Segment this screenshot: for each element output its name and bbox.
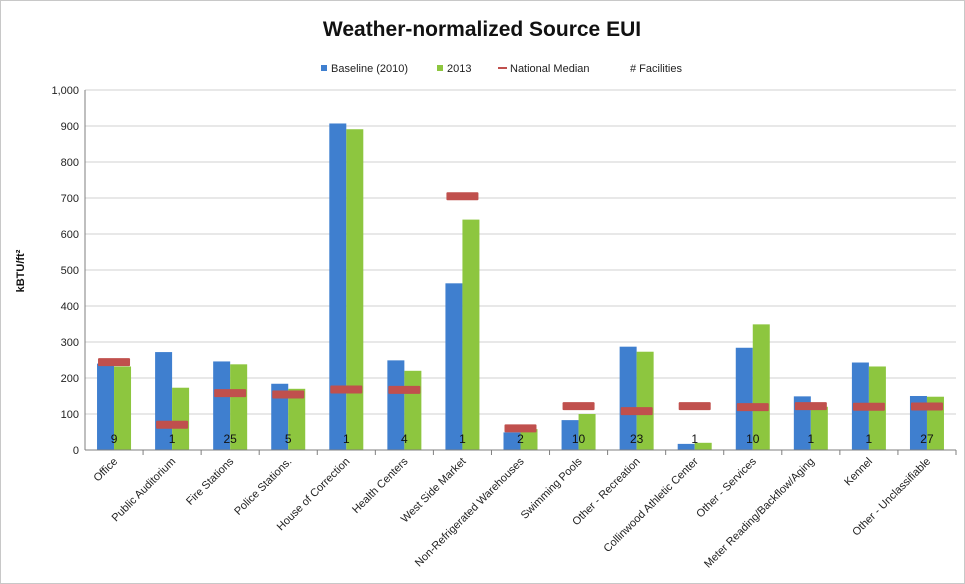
legend-label: 2013 <box>447 63 471 75</box>
national-median-marker <box>156 420 189 429</box>
bar-baseline-2010 <box>329 123 347 450</box>
category-label: Kennel <box>842 456 875 489</box>
bar-baseline-2010 <box>503 432 521 450</box>
category-label: Swimming Pools <box>519 455 585 521</box>
facility-count-label: 10 <box>572 432 586 446</box>
y-tick-label: 500 <box>61 265 79 277</box>
y-tick-label: 800 <box>61 157 79 169</box>
bar-baseline-2010 <box>97 363 115 450</box>
facility-count-label: 1 <box>866 432 873 446</box>
bar-2013 <box>636 351 654 450</box>
y-axis: 0 100 200 300 400 500 600 700 800 900 1,000 <box>51 85 86 457</box>
y-tick-label: 600 <box>61 229 79 241</box>
facility-count-label: 9 <box>111 432 118 446</box>
category-label: Non-Refrigerated Warehouses <box>413 455 527 569</box>
category-label: Police Stations. <box>232 456 294 518</box>
category-label: Health Centers <box>350 455 411 516</box>
bar-baseline-2010 <box>271 383 289 450</box>
category-label: Other - Services <box>694 455 759 520</box>
national-median-marker <box>562 402 595 411</box>
legend-label: # Facilities <box>630 63 682 75</box>
facility-count-label: 1 <box>343 432 350 446</box>
y-axis-label: kBTU/ft² <box>15 249 27 292</box>
category-label: Meter Reading/Backflow/Aging <box>702 456 817 571</box>
y-tick-label: 300 <box>61 337 79 349</box>
bar-baseline-2010 <box>213 361 231 450</box>
national-median-marker <box>678 402 711 411</box>
bar-2013 <box>578 414 596 450</box>
national-median-marker <box>214 389 247 398</box>
bar-baseline-2010 <box>735 347 753 450</box>
bar-2013 <box>752 324 770 450</box>
y-tick-label: 200 <box>61 373 79 385</box>
national-median-marker <box>272 390 305 399</box>
facility-count-label: 1 <box>807 432 814 446</box>
bar-baseline-2010 <box>445 283 463 450</box>
national-median-marker <box>330 385 363 394</box>
national-median-marker <box>620 407 653 416</box>
national-median-marker <box>910 402 943 411</box>
legend-label: National Median <box>510 63 590 75</box>
national-median-marker <box>98 358 131 367</box>
chart-title: Weather-normalized Source EUI <box>323 18 641 41</box>
bar-2013 <box>346 129 364 451</box>
bar-baseline-2010 <box>677 443 695 450</box>
legend-swatch <box>321 65 327 71</box>
bar-2013 <box>694 442 712 450</box>
legend-label: Baseline (2010) <box>331 63 408 75</box>
facility-counts: 9 1 25 5 1 4 1 2 10 23 1 10 1 1 27 <box>111 432 934 446</box>
national-median-marker <box>852 402 885 411</box>
bar-2013 <box>810 406 828 450</box>
y-tick-label: 0 <box>73 445 79 457</box>
facility-count-label: 27 <box>920 432 934 446</box>
facility-count-label: 2 <box>517 432 524 446</box>
facility-count-label: 10 <box>746 432 760 446</box>
legend: Baseline (2010) 2013 National Median # Faci… <box>321 63 682 75</box>
bar-2013 <box>114 366 132 450</box>
bar-2013 <box>520 429 538 450</box>
category-label: Collinwood Athletic Center <box>602 455 702 555</box>
facility-count-label: 1 <box>691 432 698 446</box>
facility-count-label: 1 <box>459 432 466 446</box>
bar-baseline-2010 <box>561 420 579 450</box>
facility-count-label: 5 <box>285 432 292 446</box>
bar-baseline-2010 <box>387 360 405 450</box>
y-tick-label: 900 <box>61 121 79 133</box>
y-tick-label: 400 <box>61 301 79 313</box>
national-median-marker <box>794 402 827 411</box>
bar-2013 <box>230 364 248 450</box>
national-median-marker <box>388 385 421 394</box>
legend-swatch <box>437 65 443 71</box>
y-tick-label: 1,000 <box>51 85 79 97</box>
facility-count-label: 1 <box>169 432 176 446</box>
bar-baseline-2010 <box>619 346 637 450</box>
national-median-marker <box>736 403 769 412</box>
y-tick-label: 100 <box>61 409 79 421</box>
medians <box>98 192 943 433</box>
bar-2013 <box>288 388 306 450</box>
category-label: Public Auditorium <box>110 456 179 525</box>
national-median-marker <box>446 192 479 201</box>
facility-count-label: 25 <box>223 432 237 446</box>
facility-count-label: 4 <box>401 432 408 446</box>
facility-count-label: 23 <box>630 432 644 446</box>
bar-2013 <box>172 387 190 450</box>
category-label: Office <box>91 456 120 485</box>
y-tick-label: 700 <box>61 193 79 205</box>
bars <box>97 123 944 451</box>
national-median-marker <box>504 424 537 433</box>
bar-2013 <box>462 219 480 450</box>
category-label: Fire Stations <box>184 455 236 507</box>
